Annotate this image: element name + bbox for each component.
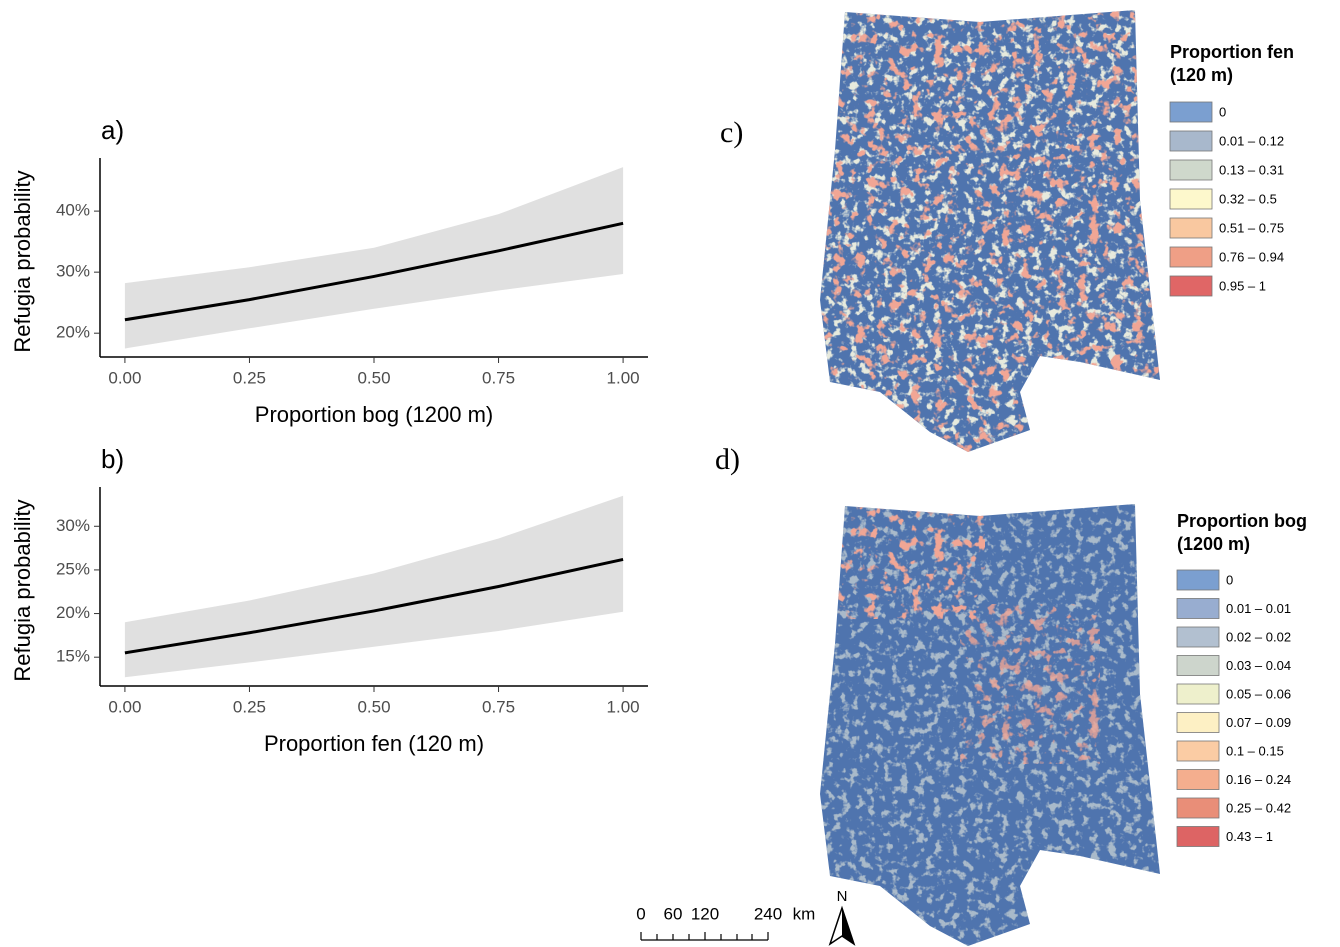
map-d bbox=[815, 499, 1165, 947]
panel-label: d) bbox=[715, 443, 740, 476]
legend-swatch bbox=[1170, 276, 1212, 296]
scale-bar bbox=[641, 932, 768, 940]
legend-label: 0.76 – 0.94 bbox=[1219, 249, 1284, 264]
y-axis-label: Refugia probability bbox=[10, 499, 35, 681]
legend-swatch bbox=[1177, 713, 1219, 733]
legend-label: 0 bbox=[1219, 104, 1226, 119]
legend-swatch bbox=[1177, 684, 1219, 704]
legend-label: 0.95 – 1 bbox=[1219, 278, 1266, 293]
x-tick-label: 0.50 bbox=[357, 697, 390, 716]
x-tick-label: 1.00 bbox=[607, 368, 640, 387]
x-tick-label: 1.00 bbox=[607, 697, 640, 716]
legend-label: 0.07 – 0.09 bbox=[1226, 715, 1291, 730]
legend-title: Proportion bog bbox=[1177, 511, 1307, 531]
legend-label: 0.32 – 0.5 bbox=[1219, 191, 1277, 206]
north-label: N bbox=[837, 888, 848, 905]
x-tick-label: 0.75 bbox=[482, 368, 515, 387]
panel-label: b) bbox=[101, 444, 124, 474]
y-tick-label: 15% bbox=[56, 647, 90, 666]
y-tick-label: 25% bbox=[56, 559, 90, 578]
legend-swatch bbox=[1177, 570, 1219, 590]
legend-swatch bbox=[1177, 599, 1219, 619]
scale-unit: km bbox=[793, 904, 816, 923]
map-c bbox=[815, 5, 1165, 455]
legend-label: 0.03 – 0.04 bbox=[1226, 658, 1291, 673]
x-tick-label: 0.00 bbox=[108, 697, 141, 716]
scale-label: 0 bbox=[636, 904, 645, 923]
legend-swatch bbox=[1170, 247, 1212, 267]
y-tick-label: 20% bbox=[56, 603, 90, 622]
confidence-band bbox=[125, 496, 623, 678]
scale-label: 120 bbox=[691, 904, 719, 923]
legend-swatch bbox=[1170, 131, 1212, 151]
legend-label: 0.51 – 0.75 bbox=[1219, 220, 1284, 235]
legend-swatch bbox=[1177, 827, 1219, 847]
legend-swatch bbox=[1177, 798, 1219, 818]
legend-swatch bbox=[1170, 189, 1212, 209]
legend-label: 0.25 – 0.42 bbox=[1226, 800, 1291, 815]
legend-title: Proportion fen bbox=[1170, 42, 1294, 62]
panel-label: a) bbox=[101, 115, 124, 145]
figure: 0 60 120 240 km N 0.00 0.25 0.50 0.75 1.00 20… bbox=[0, 0, 1340, 947]
legend-swatch bbox=[1170, 218, 1212, 238]
legend-label: 0.1 – 0.15 bbox=[1226, 743, 1284, 758]
legend-title: (120 m) bbox=[1170, 65, 1233, 85]
panel-label: c) bbox=[720, 116, 743, 149]
y-tick-label: 30% bbox=[56, 516, 90, 535]
legend-swatch bbox=[1177, 741, 1219, 761]
scale-label: 240 bbox=[754, 904, 782, 923]
x-axis-label: Proportion fen (120 m) bbox=[264, 731, 484, 756]
legend-swatch bbox=[1177, 656, 1219, 676]
scale-label: 60 bbox=[664, 904, 683, 923]
legend-label: 0.01 – 0.01 bbox=[1226, 601, 1291, 616]
x-tick-label: 0.25 bbox=[233, 697, 266, 716]
x-tick-label: 0.75 bbox=[482, 697, 515, 716]
y-tick-label: 30% bbox=[56, 262, 90, 281]
legend-swatch bbox=[1170, 160, 1212, 180]
x-axis-label: Proportion bog (1200 m) bbox=[255, 402, 493, 427]
legend-label: 0.05 – 0.06 bbox=[1226, 686, 1291, 701]
y-axis-label: Refugia probability bbox=[10, 170, 35, 352]
x-tick-label: 0.50 bbox=[357, 368, 390, 387]
legend-label: 0.43 – 1 bbox=[1226, 829, 1273, 844]
legend-swatch bbox=[1177, 770, 1219, 790]
legend-label: 0.13 – 0.31 bbox=[1219, 162, 1284, 177]
legend-label: 0.16 – 0.24 bbox=[1226, 772, 1291, 787]
legend-swatch bbox=[1170, 102, 1212, 122]
legend-swatch bbox=[1177, 627, 1219, 647]
y-tick-label: 40% bbox=[56, 201, 90, 220]
x-tick-label: 0.25 bbox=[233, 368, 266, 387]
legend-label: 0.01 – 0.12 bbox=[1219, 133, 1284, 148]
legend-title: (1200 m) bbox=[1177, 534, 1250, 554]
y-tick-label: 20% bbox=[56, 323, 90, 342]
legend-label: 0 bbox=[1226, 572, 1233, 587]
legend-label: 0.02 – 0.02 bbox=[1226, 629, 1291, 644]
confidence-band bbox=[125, 167, 623, 348]
x-tick-label: 0.00 bbox=[108, 368, 141, 387]
